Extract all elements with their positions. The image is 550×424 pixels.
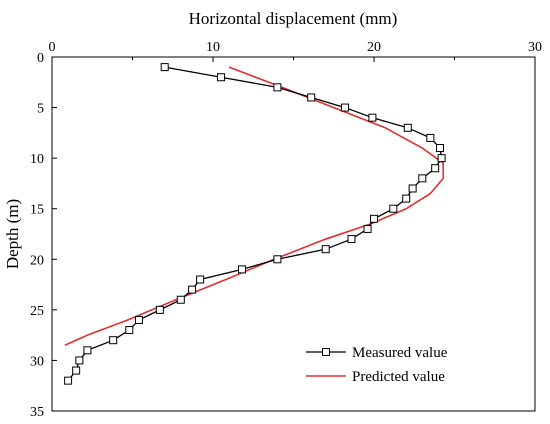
measured-point (188, 285, 197, 294)
measured-point (370, 214, 378, 223)
measured-point (418, 174, 427, 183)
measured-point (389, 204, 398, 213)
measured-point (307, 93, 316, 102)
measured-point (75, 356, 84, 365)
measured-point (437, 154, 446, 163)
measured-point (72, 366, 81, 375)
measured-point (237, 265, 246, 274)
legend: Measured value Predicted value (306, 345, 448, 385)
measured-point (431, 164, 440, 173)
measured-point (273, 83, 282, 92)
measured-point (403, 123, 412, 132)
y-tick-label: 25 (30, 304, 44, 319)
legend-predicted-label: Predicted value (352, 369, 445, 385)
measured-point (368, 113, 377, 122)
measured-point (160, 63, 169, 72)
measured-point (408, 184, 417, 193)
measured-point (217, 73, 226, 82)
y-tick-label: 5 (37, 102, 44, 117)
measured-point (273, 255, 282, 264)
measured-point (426, 133, 435, 142)
y-axis-title: Depth (m) (3, 199, 22, 269)
measured-point (134, 315, 143, 324)
measured-point (363, 224, 372, 233)
legend-measured-marker (322, 348, 330, 356)
measured-point (125, 326, 134, 335)
measured-point (436, 144, 445, 153)
y-axis-ticks: 0 5 10 15 20 25 30 35 (30, 51, 57, 420)
measured-point (341, 103, 350, 112)
measured-point (83, 346, 92, 355)
measured-point (109, 336, 118, 345)
measured-point (64, 376, 73, 385)
measured-point (155, 305, 164, 314)
series-layer (64, 63, 446, 385)
plot-area (51, 56, 536, 412)
y-tick-label: 0 (37, 51, 44, 66)
legend-measured-label: Measured value (352, 345, 448, 361)
measured-point (196, 275, 205, 284)
x-tick-label: 0 (49, 40, 56, 55)
x-tick-label: 20 (367, 40, 381, 55)
y-tick-label: 15 (30, 203, 44, 218)
measured-point (402, 194, 411, 203)
measured-point (176, 295, 185, 304)
y-tick-label: 30 (30, 354, 44, 369)
measured-point (347, 235, 356, 244)
y-tick-label: 35 (30, 405, 44, 420)
x-tick-label: 30 (528, 40, 542, 55)
y-tick-label: 20 (30, 253, 44, 268)
x-tick-label: 10 (206, 40, 220, 55)
measured-point (321, 245, 330, 254)
y-tick-label: 10 (30, 152, 44, 167)
x-axis-ticks: 0 10 20 30 (49, 40, 542, 62)
x-axis-title: Horizontal displacement (mm) (189, 9, 398, 28)
